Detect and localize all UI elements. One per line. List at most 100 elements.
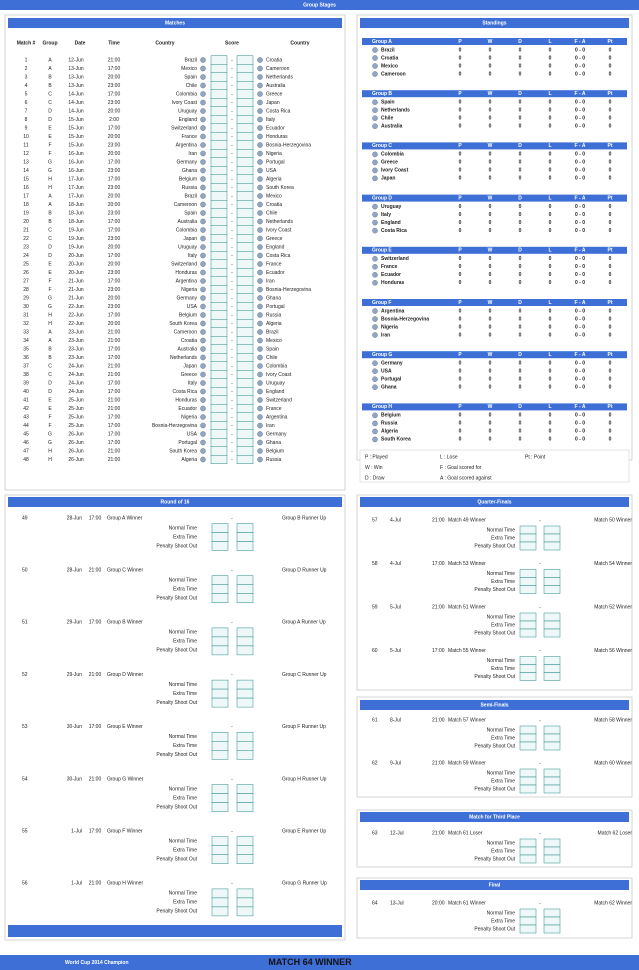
- score-box: [519, 656, 537, 665]
- match-date: 16-Jun: [68, 159, 84, 165]
- score-box: [519, 838, 537, 848]
- team-stat: 0: [519, 220, 522, 226]
- score-box: [211, 636, 229, 647]
- match-number: 20: [23, 219, 29, 225]
- group-name: Group H: [372, 404, 392, 410]
- flag-icon: [372, 332, 378, 338]
- standings-column: P: [458, 248, 462, 254]
- match-number: 60: [372, 648, 378, 654]
- column-header: Group: [43, 40, 58, 46]
- home-team: Argentina: [176, 142, 198, 148]
- score-box: [211, 532, 229, 542]
- flag-icon: [372, 71, 378, 77]
- team-stat: 0: [489, 369, 492, 375]
- flag-icon: [200, 439, 206, 446]
- standings-column: W: [488, 39, 493, 45]
- standings-column: Pt: [608, 300, 613, 306]
- score-box: [236, 888, 254, 899]
- match-number: 36: [23, 355, 29, 361]
- away-team: South Korea: [266, 185, 294, 191]
- flag-icon: [257, 278, 263, 284]
- score-box: [519, 776, 537, 786]
- away-team: Ivory Coast: [266, 372, 292, 378]
- score-separator: -: [231, 202, 233, 208]
- score-box: [210, 242, 228, 252]
- score-box: [519, 854, 537, 864]
- team-stat: 0: [609, 256, 612, 262]
- match-number: 13: [23, 159, 29, 165]
- team-stat: 0: [519, 108, 522, 114]
- score-label: Normal Time: [487, 614, 516, 620]
- match-number: 57: [372, 517, 378, 523]
- away-team: Match 62 Loser: [598, 830, 633, 836]
- flag-icon: [372, 151, 378, 158]
- score-box: [210, 293, 228, 303]
- flag-icon: [257, 193, 263, 199]
- score-label: Normal Time: [169, 630, 198, 636]
- team-stat: 0: [549, 264, 552, 270]
- score-separator: -: [231, 168, 233, 174]
- team-stat: 0: [609, 361, 612, 367]
- team-name: Italy: [381, 212, 391, 218]
- score-box: [210, 378, 228, 388]
- standings-column: P: [458, 143, 462, 149]
- flag-icon: [372, 368, 378, 374]
- standings-column: D: [518, 248, 522, 254]
- home-team: Japan: [183, 363, 197, 369]
- score-box: [236, 327, 254, 337]
- team-stat: 0 - 0: [575, 377, 585, 383]
- match-number: 28: [23, 287, 29, 293]
- match-time: 21:00: [89, 776, 102, 782]
- match-number: 30: [23, 304, 29, 310]
- score-box: [236, 636, 254, 647]
- score-label: Extra Time: [173, 639, 197, 645]
- match-group: C: [48, 91, 52, 97]
- standings-column: L: [548, 39, 551, 45]
- match-number: 45: [23, 431, 29, 437]
- flag-icon: [257, 363, 263, 369]
- group-stages-bar: [0, 0, 639, 10]
- flag-icon: [200, 337, 206, 344]
- match-time: 21:00: [108, 397, 121, 403]
- home-team: Algeria: [181, 457, 197, 463]
- team-stat: 0: [459, 324, 462, 330]
- team-stat: 0: [609, 228, 612, 234]
- flag-icon: [372, 324, 378, 330]
- team-stat: 0 - 0: [575, 124, 585, 130]
- match-date: 21-Jun: [68, 278, 84, 284]
- flag-icon: [372, 264, 378, 270]
- score-separator: -: [231, 372, 233, 378]
- team-stat: 0: [489, 228, 492, 234]
- flag-icon: [257, 295, 263, 301]
- match-date: 25-Jun: [68, 397, 84, 403]
- team-stat: 0: [519, 421, 522, 427]
- score-box: [236, 404, 254, 413]
- score-box: [210, 208, 228, 218]
- match-date: 18-Jun: [68, 219, 84, 225]
- home-team: Brazil: [184, 57, 197, 63]
- away-team: Switzerland: [266, 397, 292, 403]
- match-time: 21:00: [432, 830, 445, 836]
- score-separator: -: [539, 604, 541, 610]
- score-label: Extra Time: [173, 795, 197, 801]
- team-name: England: [381, 220, 401, 226]
- away-team: Match 54 Winner: [594, 561, 632, 567]
- group-header-bar: [362, 90, 627, 98]
- round-of-16-title: Round of 16: [161, 499, 190, 505]
- match-date: 14-Jun: [68, 108, 84, 114]
- score-box: [236, 446, 254, 456]
- match-date: 23-Jun: [68, 338, 84, 344]
- team-stat: 0: [549, 280, 552, 286]
- match-date: 28-Jun: [67, 568, 83, 574]
- team-stat: 0: [459, 152, 462, 158]
- score-box: [236, 208, 254, 218]
- flag-icon: [200, 125, 206, 131]
- home-team: Belgium: [179, 176, 197, 182]
- team-stat: 0 - 0: [575, 220, 585, 226]
- flag-icon: [200, 184, 206, 191]
- standings-column: W: [488, 248, 493, 254]
- score-box: [210, 64, 228, 73]
- standings-column: D: [518, 300, 522, 306]
- team-stat: 0 - 0: [575, 280, 585, 286]
- score-label: Extra Time: [173, 848, 197, 854]
